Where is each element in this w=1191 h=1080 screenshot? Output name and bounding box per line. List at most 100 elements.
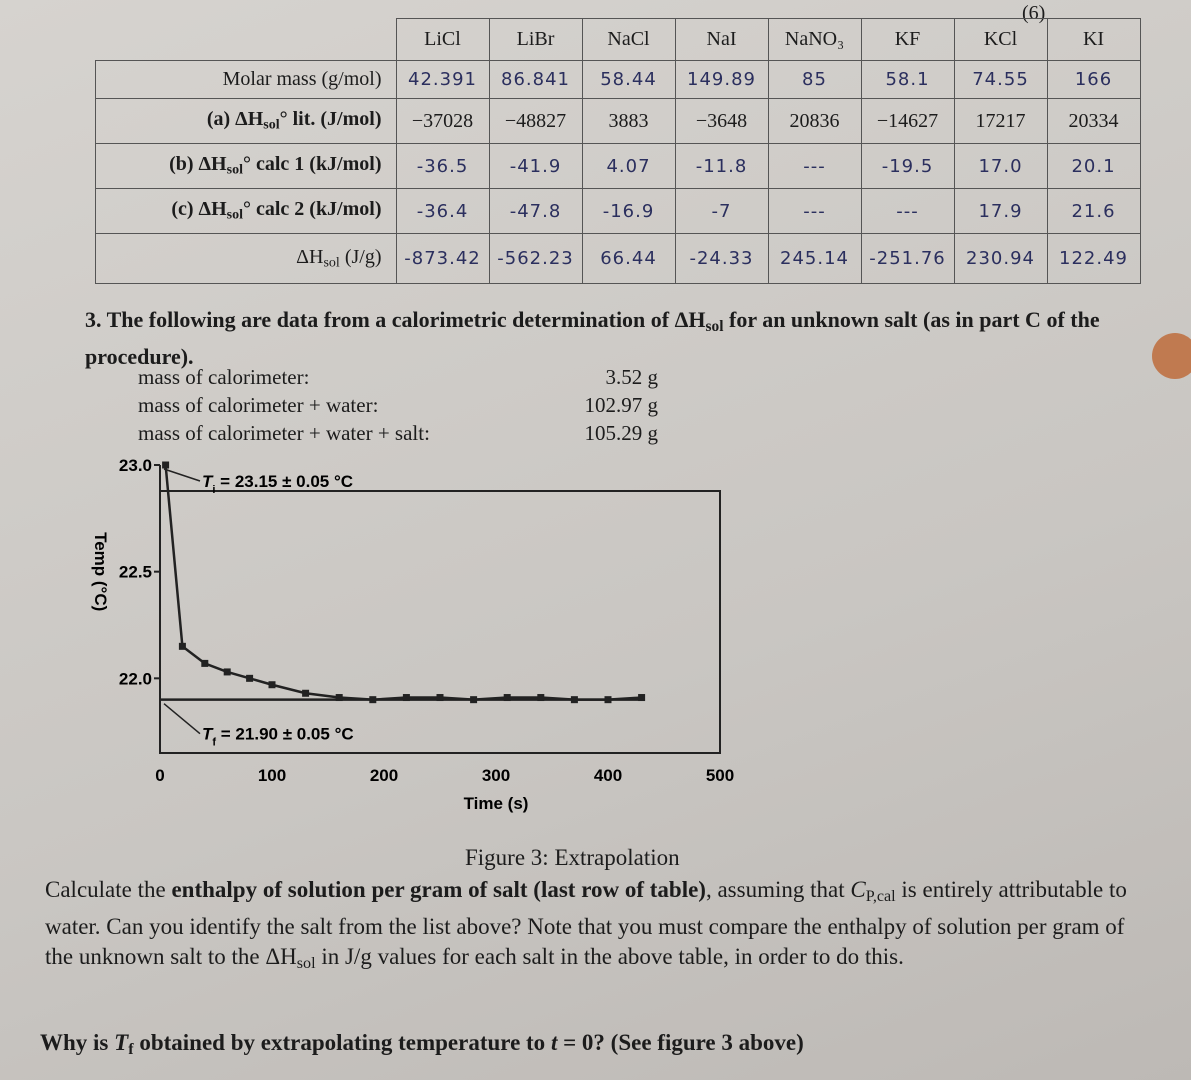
data-point [402, 694, 410, 702]
table-row: (b) ΔHsol° calc 1 (kJ/mol) -36.5 -41.9 4.07… [95, 143, 1141, 189]
text-run: 3. The following are data from a calorim… [85, 307, 706, 332]
table-cell: 20.1 [1046, 143, 1141, 189]
salt-table: LiCl LiBr NaCl NaI NaNO₃ KF KCl KI Molar mass (g… [95, 18, 1141, 284]
table-cell: −3648 [674, 98, 769, 144]
annotation-run: T [202, 472, 214, 491]
text-run: (a) ΔH [206, 108, 264, 131]
table-cell: -36.4 [395, 188, 490, 234]
table-cell: 17.9 [953, 188, 1048, 234]
figure-3-chart: 22.0 22.5 23.0 0 100 200 300 400 500 Time (s) Temp… [91, 456, 734, 813]
mass-label: mass of calorimeter + water: [138, 393, 379, 417]
x-tick-label: 500 [706, 766, 734, 785]
data-point [503, 694, 511, 702]
mass-value: 3.52 g [605, 365, 659, 389]
text-run: enthalpy of solution per gram of salt (l… [171, 877, 706, 902]
plot-frame [159, 490, 721, 754]
x-tick-label: 100 [258, 766, 286, 785]
text-run: ° lit. (J/mol) [279, 108, 382, 131]
why-question: Why is Tf obtained by extrapolating temp… [40, 1028, 1140, 1065]
y-tick-label: 22.5 [119, 563, 152, 582]
table-cell: -24.33 [674, 233, 769, 284]
text-run: P,cal [865, 888, 896, 906]
column-header: LiCl [395, 18, 490, 61]
mass-row: mass of calorimeter + water + salt: 105.2… [138, 421, 658, 449]
table-cell: 122.49 [1046, 233, 1141, 284]
data-point [335, 694, 343, 702]
table-cell: 20836 [767, 98, 862, 144]
table-cell: -251.76 [860, 233, 955, 284]
data-point [178, 642, 186, 650]
data-point [162, 461, 170, 469]
row-label: ΔHsol (J/g) [95, 233, 397, 284]
corner-cell [96, 19, 397, 61]
column-header: LiBr [488, 18, 583, 61]
table-cell: 17.0 [953, 143, 1048, 189]
table-cell: -11.8 [674, 143, 769, 189]
text-run: sol [226, 207, 243, 223]
table-cell: 230.94 [953, 233, 1048, 284]
table-cell: 20334 [1046, 98, 1141, 144]
data-point [223, 668, 231, 676]
table-cell: -16.9 [581, 188, 676, 234]
table-cell: 58.1 [860, 60, 955, 99]
table-cell: 85 [767, 60, 862, 99]
y-tick-label: 23.0 [119, 456, 152, 475]
table-cell: -873.42 [395, 233, 490, 284]
mass-list: mass of calorimeter: 3.52 g mass of calori… [138, 365, 658, 449]
x-axis-label: Time (s) [464, 794, 529, 813]
x-tick-label: 400 [594, 766, 622, 785]
text-run: f [128, 1041, 134, 1059]
data-point [268, 681, 276, 689]
header-row: LiCl LiBr NaCl NaI NaNO₃ KF KCl KI [96, 18, 1141, 61]
table-cell: 3883 [581, 98, 676, 144]
table-cell: -562.23 [488, 233, 583, 284]
text-run: Why is [40, 1030, 115, 1055]
table-cell: 58.44 [581, 60, 676, 99]
mass-value: 105.29 g [584, 421, 659, 445]
table-cell: 245.14 [767, 233, 862, 284]
table-cell: 4.07 [581, 143, 676, 189]
text-run: sol [705, 317, 724, 335]
table-cell: -47.8 [488, 188, 583, 234]
annotation-run: = 23.15 ± 0.05 °C [215, 472, 353, 491]
column-header: NaNO₃ [767, 18, 862, 61]
figure-caption: Figure 3: Extrapolation [465, 845, 680, 870]
text-run: (c) ΔH [171, 198, 227, 221]
column-header: KF [860, 18, 955, 61]
text-run: ΔH [296, 245, 324, 268]
text-run: sol [226, 162, 243, 178]
table-cell: 86.841 [488, 60, 583, 99]
text-run: sol [323, 255, 340, 271]
text-run: obtained by extrapolating temperature to [133, 1030, 551, 1055]
data-point [436, 694, 444, 702]
mass-row: mass of calorimeter + water: 102.97 g [138, 393, 658, 421]
x-tick-label: 300 [482, 766, 510, 785]
table-cell: 149.89 [674, 60, 769, 99]
table-row: Molar mass (g/mol) 42.391 86.841 58.44 149.8… [95, 60, 1141, 99]
table-cell: 74.55 [953, 60, 1048, 99]
table-cell: -41.9 [488, 143, 583, 189]
row-label: (a) ΔHsol° lit. (J/mol) [95, 98, 397, 144]
table-row: (a) ΔHsol° lit. (J/mol) −37028 −48827 3883−… [95, 98, 1141, 144]
table-cell: -7 [674, 188, 769, 234]
table-cell: −14627 [860, 98, 955, 144]
annotation-arrow [163, 468, 201, 482]
row-label: (c) ΔHsol° calc 2 (kJ/mol) [95, 188, 397, 234]
mass-value: 102.97 g [584, 393, 659, 417]
orange-sticker [1152, 333, 1191, 379]
annotation-run: f [212, 737, 216, 749]
row-label: (b) ΔHsol° calc 1 (kJ/mol) [95, 143, 397, 189]
annotation-run: T [202, 725, 214, 744]
data-point [302, 689, 310, 697]
column-header: NaCl [581, 18, 676, 61]
text-run: ° calc 1 (kJ/mol) [242, 153, 382, 176]
text-run: C [850, 877, 866, 902]
annotation: Tf = 21.90 ± 0.05 °C [202, 725, 354, 749]
mass-row: mass of calorimeter: 3.52 g [138, 365, 658, 393]
x-tick-label: 0 [155, 766, 164, 785]
data-point [537, 694, 545, 702]
mass-label: mass of calorimeter: [138, 365, 310, 389]
text-run: Calculate the [45, 877, 172, 902]
column-header: KI [1046, 18, 1141, 61]
